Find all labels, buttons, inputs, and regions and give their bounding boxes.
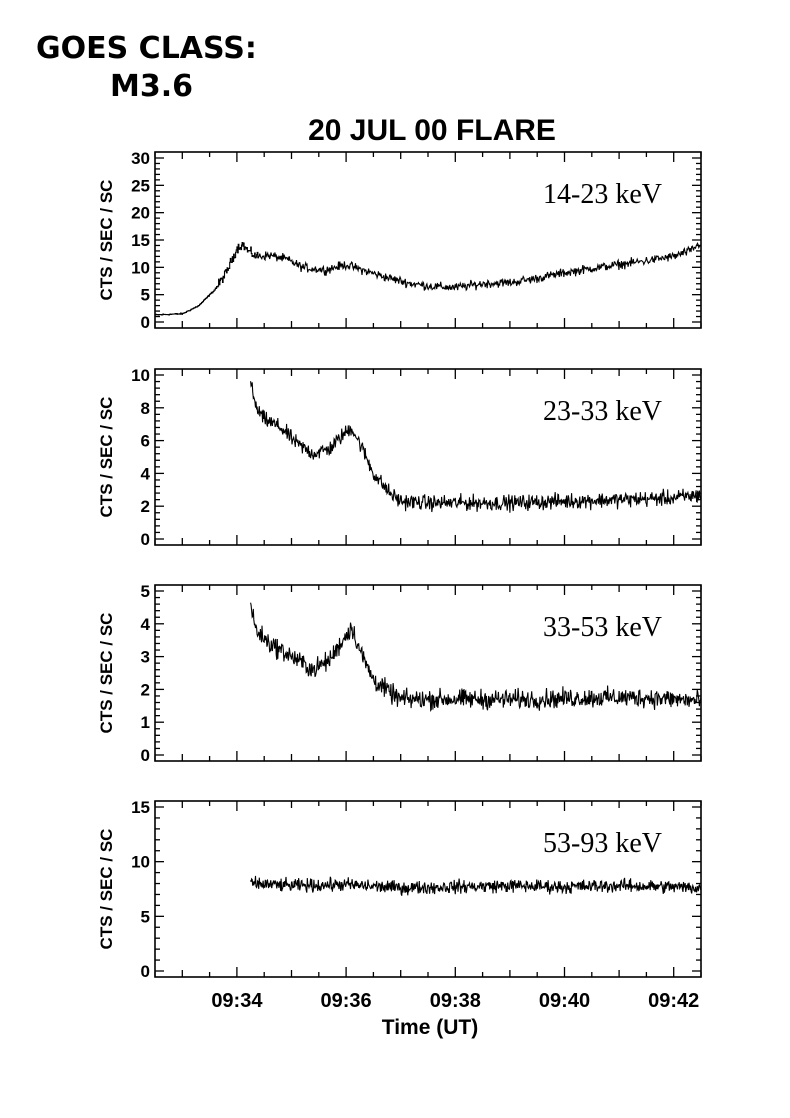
y-tick-label: 15 <box>131 798 150 817</box>
energy-band-label: 33-53 keV <box>543 612 662 643</box>
x-tick-label: 09:34 <box>211 990 263 1012</box>
y-tick-label: 10 <box>131 258 150 277</box>
x-tick-label: 09:40 <box>539 990 590 1012</box>
chart-title: 20 JUL 00 FLARE <box>308 114 556 147</box>
y-tick-label: 0 <box>141 746 150 765</box>
y-tick-label: 0 <box>141 313 150 332</box>
x-tick-label: 09:38 <box>430 990 481 1012</box>
y-tick-label: 20 <box>131 204 150 223</box>
y-tick-label: 0 <box>141 530 150 549</box>
y-tick-label: 0 <box>141 962 150 981</box>
y-tick-label: 2 <box>141 497 150 516</box>
y-tick-label: 8 <box>141 399 150 418</box>
count-rate-series-line <box>155 242 702 316</box>
y-tick-label: 5 <box>141 582 150 601</box>
energy-band-label: 23-33 keV <box>543 396 662 427</box>
count-rate-series-line <box>250 381 702 513</box>
count-rate-series-line <box>250 875 702 896</box>
y-axis-label: CTS / SEC / SC <box>97 180 116 301</box>
energy-band-label: 14-23 keV <box>543 179 662 210</box>
y-tick-label: 5 <box>141 907 150 926</box>
goes-class-label: GOES CLASS: <box>36 31 257 66</box>
energy-band-label: 53-93 keV <box>543 828 662 859</box>
y-tick-label: 3 <box>141 648 150 667</box>
y-axis-label: CTS / SEC / SC <box>97 397 116 518</box>
goes-class-value: M3.6 <box>110 69 193 104</box>
count-rate-series-line <box>250 602 702 712</box>
y-tick-label: 30 <box>131 149 150 168</box>
y-axis-label: CTS / SEC / SC <box>97 613 116 734</box>
y-tick-label: 1 <box>141 713 150 732</box>
y-tick-label: 10 <box>131 853 150 872</box>
y-tick-label: 2 <box>141 680 150 699</box>
y-tick-label: 4 <box>141 615 151 634</box>
y-axis-label: CTS / SEC / SC <box>97 829 116 950</box>
y-tick-label: 15 <box>131 231 150 250</box>
y-tick-label: 4 <box>141 464 151 483</box>
y-tick-label: 5 <box>141 286 150 305</box>
y-tick-label: 25 <box>131 176 150 195</box>
x-axis-label: Time (UT) <box>382 1016 478 1039</box>
y-tick-label: 6 <box>141 432 150 451</box>
x-tick-label: 09:36 <box>321 990 372 1012</box>
x-tick-label: 09:42 <box>648 990 699 1012</box>
y-tick-label: 10 <box>131 366 150 385</box>
